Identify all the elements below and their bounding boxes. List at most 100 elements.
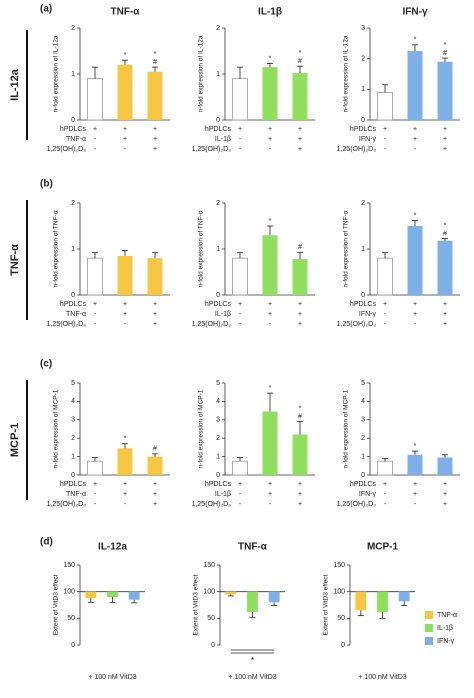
y-tick-label: 0 bbox=[216, 472, 220, 479]
panel-label: (a) bbox=[40, 4, 52, 15]
error-bar bbox=[122, 249, 128, 256]
annotation: * bbox=[124, 52, 127, 59]
y-tick-label: 0 bbox=[71, 292, 75, 299]
x-axis-label: + 100 nM VitD3 bbox=[88, 674, 136, 681]
error-bar bbox=[122, 443, 128, 449]
table-cell: + bbox=[268, 481, 272, 488]
y-tick-label: 1 bbox=[71, 246, 75, 253]
table-row-label: IL-1β bbox=[215, 136, 231, 143]
error-bar bbox=[357, 610, 364, 617]
table-cell: + bbox=[443, 501, 447, 508]
table-cell: - bbox=[124, 146, 127, 153]
bar bbox=[377, 591, 388, 612]
error-bar bbox=[297, 251, 303, 260]
bar bbox=[377, 460, 393, 476]
annotation: * bbox=[444, 222, 447, 229]
bar bbox=[147, 456, 163, 475]
table-cell: - bbox=[239, 321, 242, 328]
bar bbox=[268, 591, 280, 603]
table-cell: - bbox=[124, 321, 127, 328]
table-cell: + bbox=[153, 501, 157, 508]
error-bar bbox=[412, 220, 418, 226]
table-cell: + bbox=[123, 481, 127, 488]
table-cell: - bbox=[94, 311, 97, 318]
y-tick-label: 2 bbox=[361, 435, 365, 442]
table-cell: - bbox=[414, 501, 417, 508]
y-tick-label: 1 bbox=[71, 453, 75, 460]
y-axis-label: n-fold expression of TNF-α bbox=[53, 210, 60, 287]
y-tick-label: 0 bbox=[341, 642, 345, 649]
y-tick-label: 50 bbox=[337, 615, 345, 622]
error-bar bbox=[412, 450, 418, 455]
error-bar bbox=[297, 65, 303, 74]
annotation: * bbox=[414, 37, 417, 44]
y-axis-label: n-fold expression of MCP-1 bbox=[343, 389, 350, 468]
y-tick-label: 100 bbox=[203, 589, 215, 596]
bar bbox=[85, 591, 97, 599]
legend-label: IFN-γ bbox=[437, 638, 455, 645]
table-cell: + bbox=[93, 126, 97, 133]
y-tick-label: 1 bbox=[216, 71, 220, 78]
table-cell: - bbox=[94, 501, 97, 508]
error-bar bbox=[401, 601, 408, 606]
legend-label: IL-1β bbox=[437, 625, 453, 632]
error-bar bbox=[249, 611, 256, 618]
bar bbox=[232, 257, 248, 296]
bar bbox=[292, 434, 308, 475]
annotation: # bbox=[443, 50, 447, 57]
annotation: * bbox=[444, 42, 447, 49]
error-bar bbox=[152, 252, 158, 259]
y-tick-label: 0 bbox=[216, 117, 220, 124]
table-cell: + bbox=[298, 491, 302, 498]
table-cell: + bbox=[443, 146, 447, 153]
error-bar bbox=[122, 59, 128, 65]
error-bar bbox=[271, 602, 278, 606]
table-cell: + bbox=[123, 311, 127, 318]
error-bar bbox=[109, 597, 116, 603]
y-axis-label: n-fold expression of IL-12a bbox=[198, 35, 205, 112]
table-cell: + bbox=[383, 481, 387, 488]
annotation: * bbox=[299, 405, 302, 412]
table-cell: + bbox=[153, 136, 157, 143]
y-tick-label: 3 bbox=[361, 25, 365, 32]
table-cell: + bbox=[413, 311, 417, 318]
table-cell: + bbox=[93, 301, 97, 308]
bar bbox=[117, 255, 133, 295]
bar bbox=[225, 591, 237, 595]
table-row-label: IFN-γ bbox=[359, 136, 377, 143]
error-bar bbox=[382, 458, 388, 462]
error-bar bbox=[382, 84, 388, 93]
table-cell: - bbox=[384, 321, 387, 328]
chart-title: IL-12a bbox=[98, 542, 127, 553]
error-bar bbox=[92, 457, 98, 462]
chart-title: TNF-α bbox=[111, 7, 141, 18]
table-cell: + bbox=[443, 321, 447, 328]
bar bbox=[437, 457, 453, 475]
y-axis-label: Extent of VitD3 effect bbox=[323, 574, 330, 635]
error-bar bbox=[152, 66, 158, 72]
table-cell: + bbox=[298, 126, 302, 133]
table-row-label: hPDLCs bbox=[350, 126, 377, 133]
table-cell: - bbox=[269, 501, 272, 508]
table-cell: + bbox=[443, 301, 447, 308]
annotation: # bbox=[298, 244, 302, 251]
error-bar bbox=[92, 252, 98, 259]
table-cell: - bbox=[384, 311, 387, 318]
y-tick-label: 2 bbox=[361, 200, 365, 207]
table-cell: + bbox=[153, 491, 157, 498]
table-cell: - bbox=[384, 491, 387, 498]
y-tick-label: 3 bbox=[216, 417, 220, 424]
y-tick-label: 2 bbox=[216, 25, 220, 32]
y-tick-label: 2 bbox=[71, 200, 75, 207]
table-row-label: hPDLCs bbox=[350, 481, 377, 488]
y-tick-label: 0 bbox=[71, 117, 75, 124]
table-cell: + bbox=[298, 321, 302, 328]
table-row-label: 1,25(OH)₂D₃ bbox=[47, 501, 87, 508]
table-row-label: hPDLCs bbox=[205, 301, 232, 308]
bar bbox=[87, 257, 103, 296]
y-tick-label: 4 bbox=[71, 398, 75, 405]
error-bar bbox=[442, 454, 448, 458]
y-tick-label: 0 bbox=[361, 117, 365, 124]
table-row-label: 1,25(OH)₂D₃ bbox=[192, 501, 232, 508]
table-row-label: IFN-γ bbox=[359, 491, 377, 498]
